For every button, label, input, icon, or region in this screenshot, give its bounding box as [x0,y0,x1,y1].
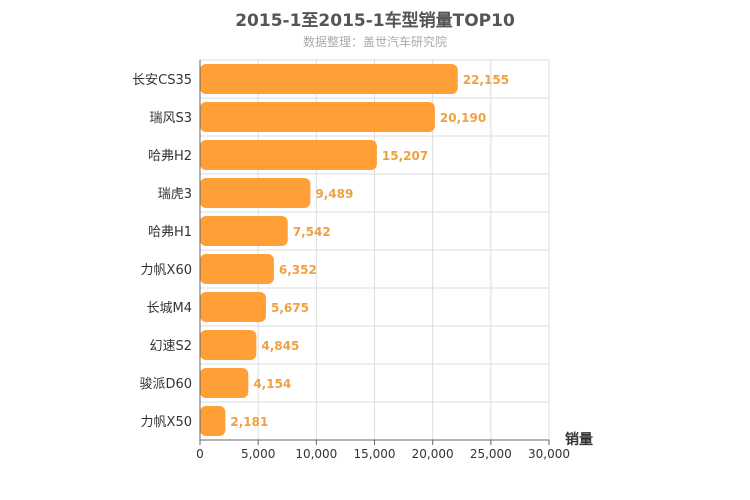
bar [200,330,257,360]
category-label: 幻速S2 [149,339,192,354]
data-label: 4,154 [253,377,291,391]
category-label: 哈弗H2 [148,149,192,164]
category-label: 瑞虎3 [158,187,192,202]
x-tick-label: 20,000 [412,447,454,461]
x-tick-label: 5,000 [241,447,275,461]
data-label: 22,155 [463,73,509,87]
data-label: 20,190 [440,111,486,125]
category-label: 长安CS35 [132,73,192,88]
bar [200,368,249,398]
x-axis-title: 销量 [565,431,593,448]
bar [200,178,311,208]
x-tick-label: 10,000 [295,447,337,461]
data-label: 15,207 [382,149,428,163]
bar [200,140,377,170]
chart-subtitle: 数据整理：盖世汽车研究院 [302,35,447,49]
bar [200,254,274,284]
category-label: 力帆X60 [141,263,192,278]
bar [200,102,435,132]
category-label: 骏派D60 [139,377,192,392]
data-label: 7,542 [293,225,331,239]
data-label: 2,181 [230,415,268,429]
bar [200,406,226,436]
category-label: 哈弗H1 [148,225,192,240]
data-label: 9,489 [315,187,353,201]
category-label: 力帆X50 [141,415,192,430]
x-tick-label: 25,000 [470,447,512,461]
x-tick-label: 15,000 [354,447,396,461]
data-label: 6,352 [279,263,317,277]
bar [200,292,267,322]
x-tick-label: 30,000 [528,447,570,461]
bar [200,216,288,246]
category-label: 长城M4 [147,301,193,316]
category-label: 瑞风S3 [149,111,192,126]
chart-title: 2015-1至2015-1车型销量TOP10 [235,11,515,31]
bar [200,64,458,94]
data-label: 4,845 [261,339,299,353]
x-tick-label: 0 [196,447,204,461]
data-label: 5,675 [271,301,309,315]
